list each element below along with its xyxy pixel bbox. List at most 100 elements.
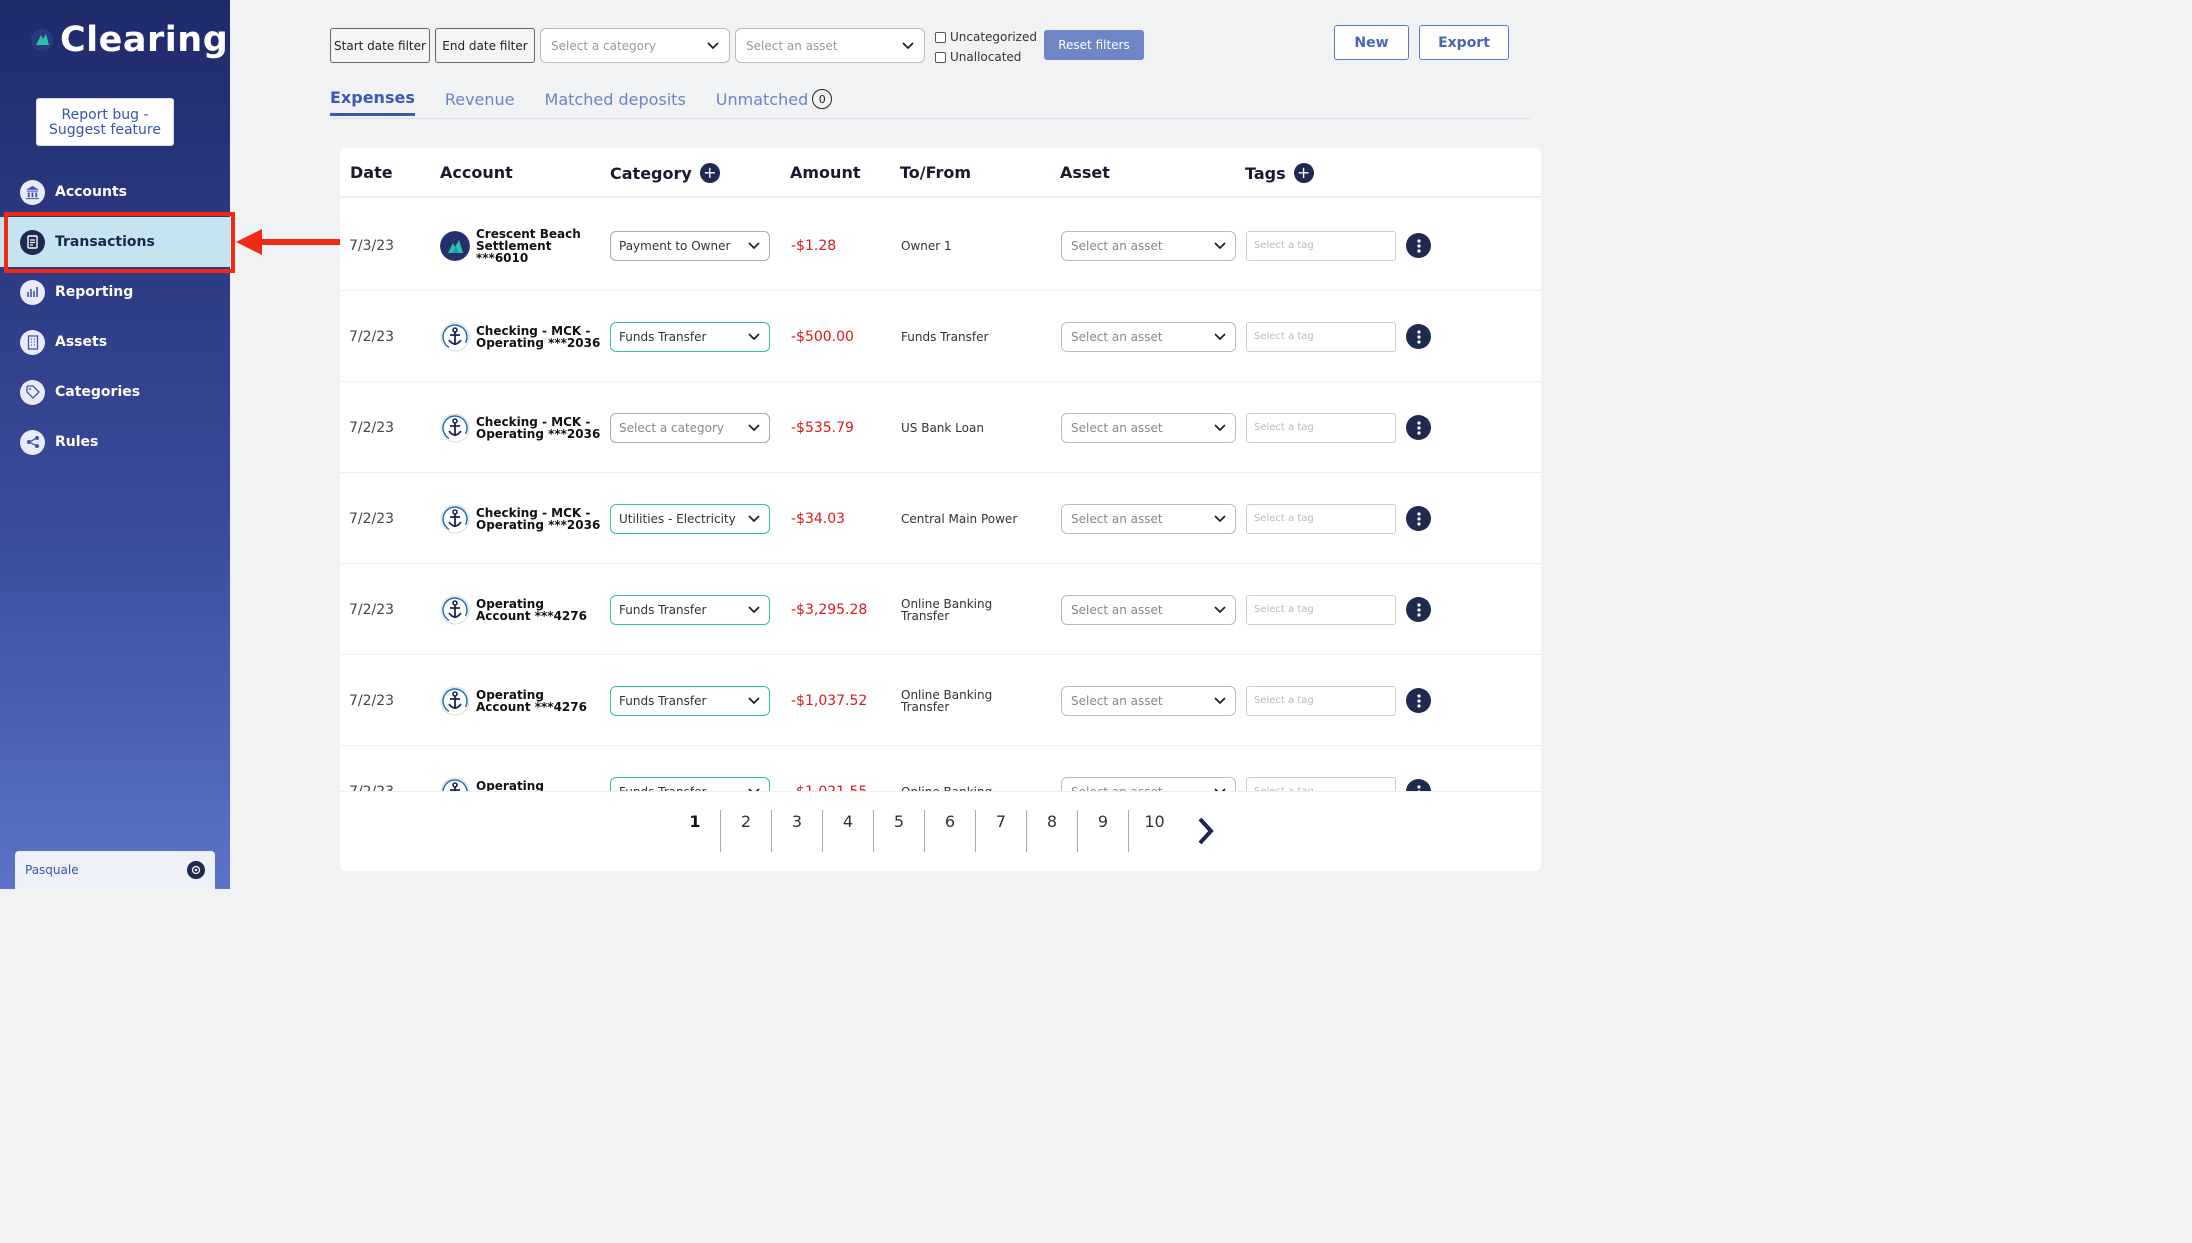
more-options-icon[interactable] — [1406, 324, 1431, 349]
row-account: Checking - MCK - Operating ***2036 — [440, 473, 601, 564]
more-options-icon[interactable] — [1406, 415, 1431, 440]
row-tags: Select a tag — [1246, 291, 1396, 382]
start-date-filter[interactable]: Start date filter — [330, 28, 430, 63]
account-name: Checking - MCK - Operating ***2036 — [476, 414, 601, 441]
row-amount: -$1,021.55 — [791, 746, 867, 792]
asset-select[interactable]: Select an asset — [1061, 503, 1236, 534]
unallocated-checkbox[interactable]: Unallocated — [935, 50, 1021, 64]
export-button[interactable]: Export — [1419, 25, 1509, 60]
table-row[interactable]: 7/2/23 Checking - MCK - Operating ***2036… — [340, 382, 1541, 473]
more-options-icon[interactable] — [1406, 506, 1431, 531]
tag-input[interactable]: Select a tag — [1246, 503, 1396, 534]
row-account: Crescent Beach Settlement ***6010 — [440, 200, 601, 291]
category-select[interactable]: Utilities - Electricity — [610, 503, 770, 534]
row-tags: Select a tag — [1246, 746, 1396, 791]
category-select[interactable]: Select a category — [610, 412, 770, 443]
asset-select[interactable]: Select an asset — [1061, 321, 1236, 352]
bar-chart-icon — [20, 279, 45, 305]
anchor-icon — [440, 777, 470, 791]
add-category-icon[interactable]: + — [699, 163, 720, 183]
tab-unmatched[interactable]: Unmatched 0 — [716, 88, 833, 116]
tag-input[interactable]: Select a tag — [1246, 321, 1396, 352]
uncategorized-checkbox[interactable]: Uncategorized — [935, 30, 1037, 44]
page-link[interactable]: 10 — [1144, 812, 1165, 831]
category-select[interactable]: Funds Transfer — [610, 594, 770, 625]
chevron-down-icon — [1214, 696, 1226, 704]
row-date: 7/2/23 — [349, 510, 395, 527]
category-select[interactable]: Funds Transfer — [610, 685, 770, 716]
checkbox-box[interactable] — [935, 31, 946, 43]
checkbox-box[interactable] — [935, 51, 946, 63]
row-to-from: Online Banking Transfer — [901, 596, 993, 623]
more-options-icon[interactable] — [1406, 779, 1431, 791]
page-link[interactable]: 8 — [1027, 810, 1078, 852]
asset-filter-select[interactable]: Select an asset — [735, 28, 925, 63]
category-select[interactable]: Funds Transfer — [610, 776, 770, 791]
tab-revenue[interactable]: Revenue — [444, 89, 515, 109]
tag-input[interactable]: Select a tag — [1246, 594, 1396, 625]
tab-expenses[interactable]: Expenses — [330, 88, 415, 116]
sidebar-item-assets[interactable]: Assets — [0, 317, 230, 367]
header-category: Category + — [610, 163, 720, 183]
table-row[interactable]: 7/2/23 Operating Account ***4276 Funds Tra… — [340, 655, 1541, 746]
category-filter-select[interactable]: Select a category — [540, 28, 730, 63]
more-options-icon[interactable] — [1406, 688, 1431, 713]
table-row[interactable]: 7/2/23 Operating Account Funds Transfer -$1… — [340, 746, 1541, 791]
row-tags: Select a tag — [1246, 200, 1396, 291]
asset-select[interactable]: Select an asset — [1061, 230, 1236, 261]
asset-select[interactable]: Select an asset — [1061, 594, 1236, 625]
asset-select[interactable]: Select an asset — [1061, 776, 1236, 791]
new-button[interactable]: New — [1334, 25, 1409, 60]
table-row[interactable]: 7/3/23 Crescent Beach Settlement ***6010 P… — [340, 200, 1541, 291]
asset-select[interactable]: Select an asset — [1061, 412, 1236, 443]
table-row[interactable]: 7/2/23 Checking - MCK - Operating ***2036… — [340, 473, 1541, 564]
table-row[interactable]: 7/2/23 Checking - MCK - Operating ***2036… — [340, 291, 1541, 382]
rules-icon — [20, 429, 45, 455]
page-link[interactable]: 1 — [670, 810, 721, 852]
page-link[interactable]: 2 — [721, 810, 772, 852]
row-date: 7/2/23 — [349, 692, 395, 709]
row-date: 7/3/23 — [349, 237, 395, 254]
page-link[interactable]: 7 — [976, 810, 1027, 852]
user-menu[interactable]: Pasquale — [15, 851, 215, 889]
gear-icon[interactable] — [187, 861, 205, 879]
report-bug-button[interactable]: Report bug - Suggest feature — [36, 98, 174, 146]
more-options-icon[interactable] — [1406, 597, 1431, 622]
end-date-filter[interactable]: End date filter — [435, 28, 535, 63]
tag-input[interactable]: Select a tag — [1246, 685, 1396, 716]
sidebar-item-rules[interactable]: Rules — [0, 417, 230, 467]
reset-filters-button[interactable]: Reset filters — [1044, 30, 1144, 60]
category-select[interactable]: Payment to Owner — [610, 230, 770, 261]
sidebar-item-categories[interactable]: Categories — [0, 367, 230, 417]
row-actions — [1406, 746, 1431, 791]
page-link[interactable]: 4 — [823, 810, 874, 852]
page-list: 1 2 3 4 5 6 7 8 9 10 — [670, 810, 1180, 852]
chevron-down-icon — [748, 423, 760, 431]
more-options-icon[interactable] — [1406, 233, 1431, 258]
page-link[interactable]: 9 — [1078, 810, 1129, 852]
tag-input[interactable]: Select a tag — [1246, 230, 1396, 261]
tag-input[interactable]: Select a tag — [1246, 776, 1396, 791]
tag-input[interactable]: Select a tag — [1246, 412, 1396, 443]
tab-matched-deposits[interactable]: Matched deposits — [544, 89, 686, 109]
asset-select[interactable]: Select an asset — [1061, 685, 1236, 716]
page-link[interactable]: 5 — [874, 810, 925, 852]
anchor-icon — [440, 686, 470, 715]
chevron-right-icon[interactable] — [1196, 816, 1216, 846]
chevron-down-icon — [748, 241, 760, 249]
sidebar-item-reporting[interactable]: Reporting — [0, 267, 230, 317]
page-link[interactable]: 6 — [925, 810, 976, 852]
category-select[interactable]: Funds Transfer — [610, 321, 770, 352]
sidebar-item-accounts[interactable]: Accounts — [0, 167, 230, 217]
asset-placeholder: Select an asset — [1071, 511, 1163, 526]
row-actions — [1406, 473, 1431, 564]
table-row[interactable]: 7/2/23 Operating Account ***4276 Funds Tra… — [340, 564, 1541, 655]
header-category-label: Category — [610, 163, 692, 183]
row-category: Payment to Owner — [610, 200, 770, 291]
row-to-from: Online Banking Transfer — [901, 687, 993, 714]
add-tag-icon[interactable]: + — [1293, 163, 1314, 183]
page-link[interactable]: 3 — [772, 810, 823, 852]
sidebar-item-transactions[interactable]: Transactions — [0, 217, 230, 267]
row-amount: -$3,295.28 — [791, 601, 868, 618]
row-asset: Select an asset — [1061, 746, 1236, 791]
